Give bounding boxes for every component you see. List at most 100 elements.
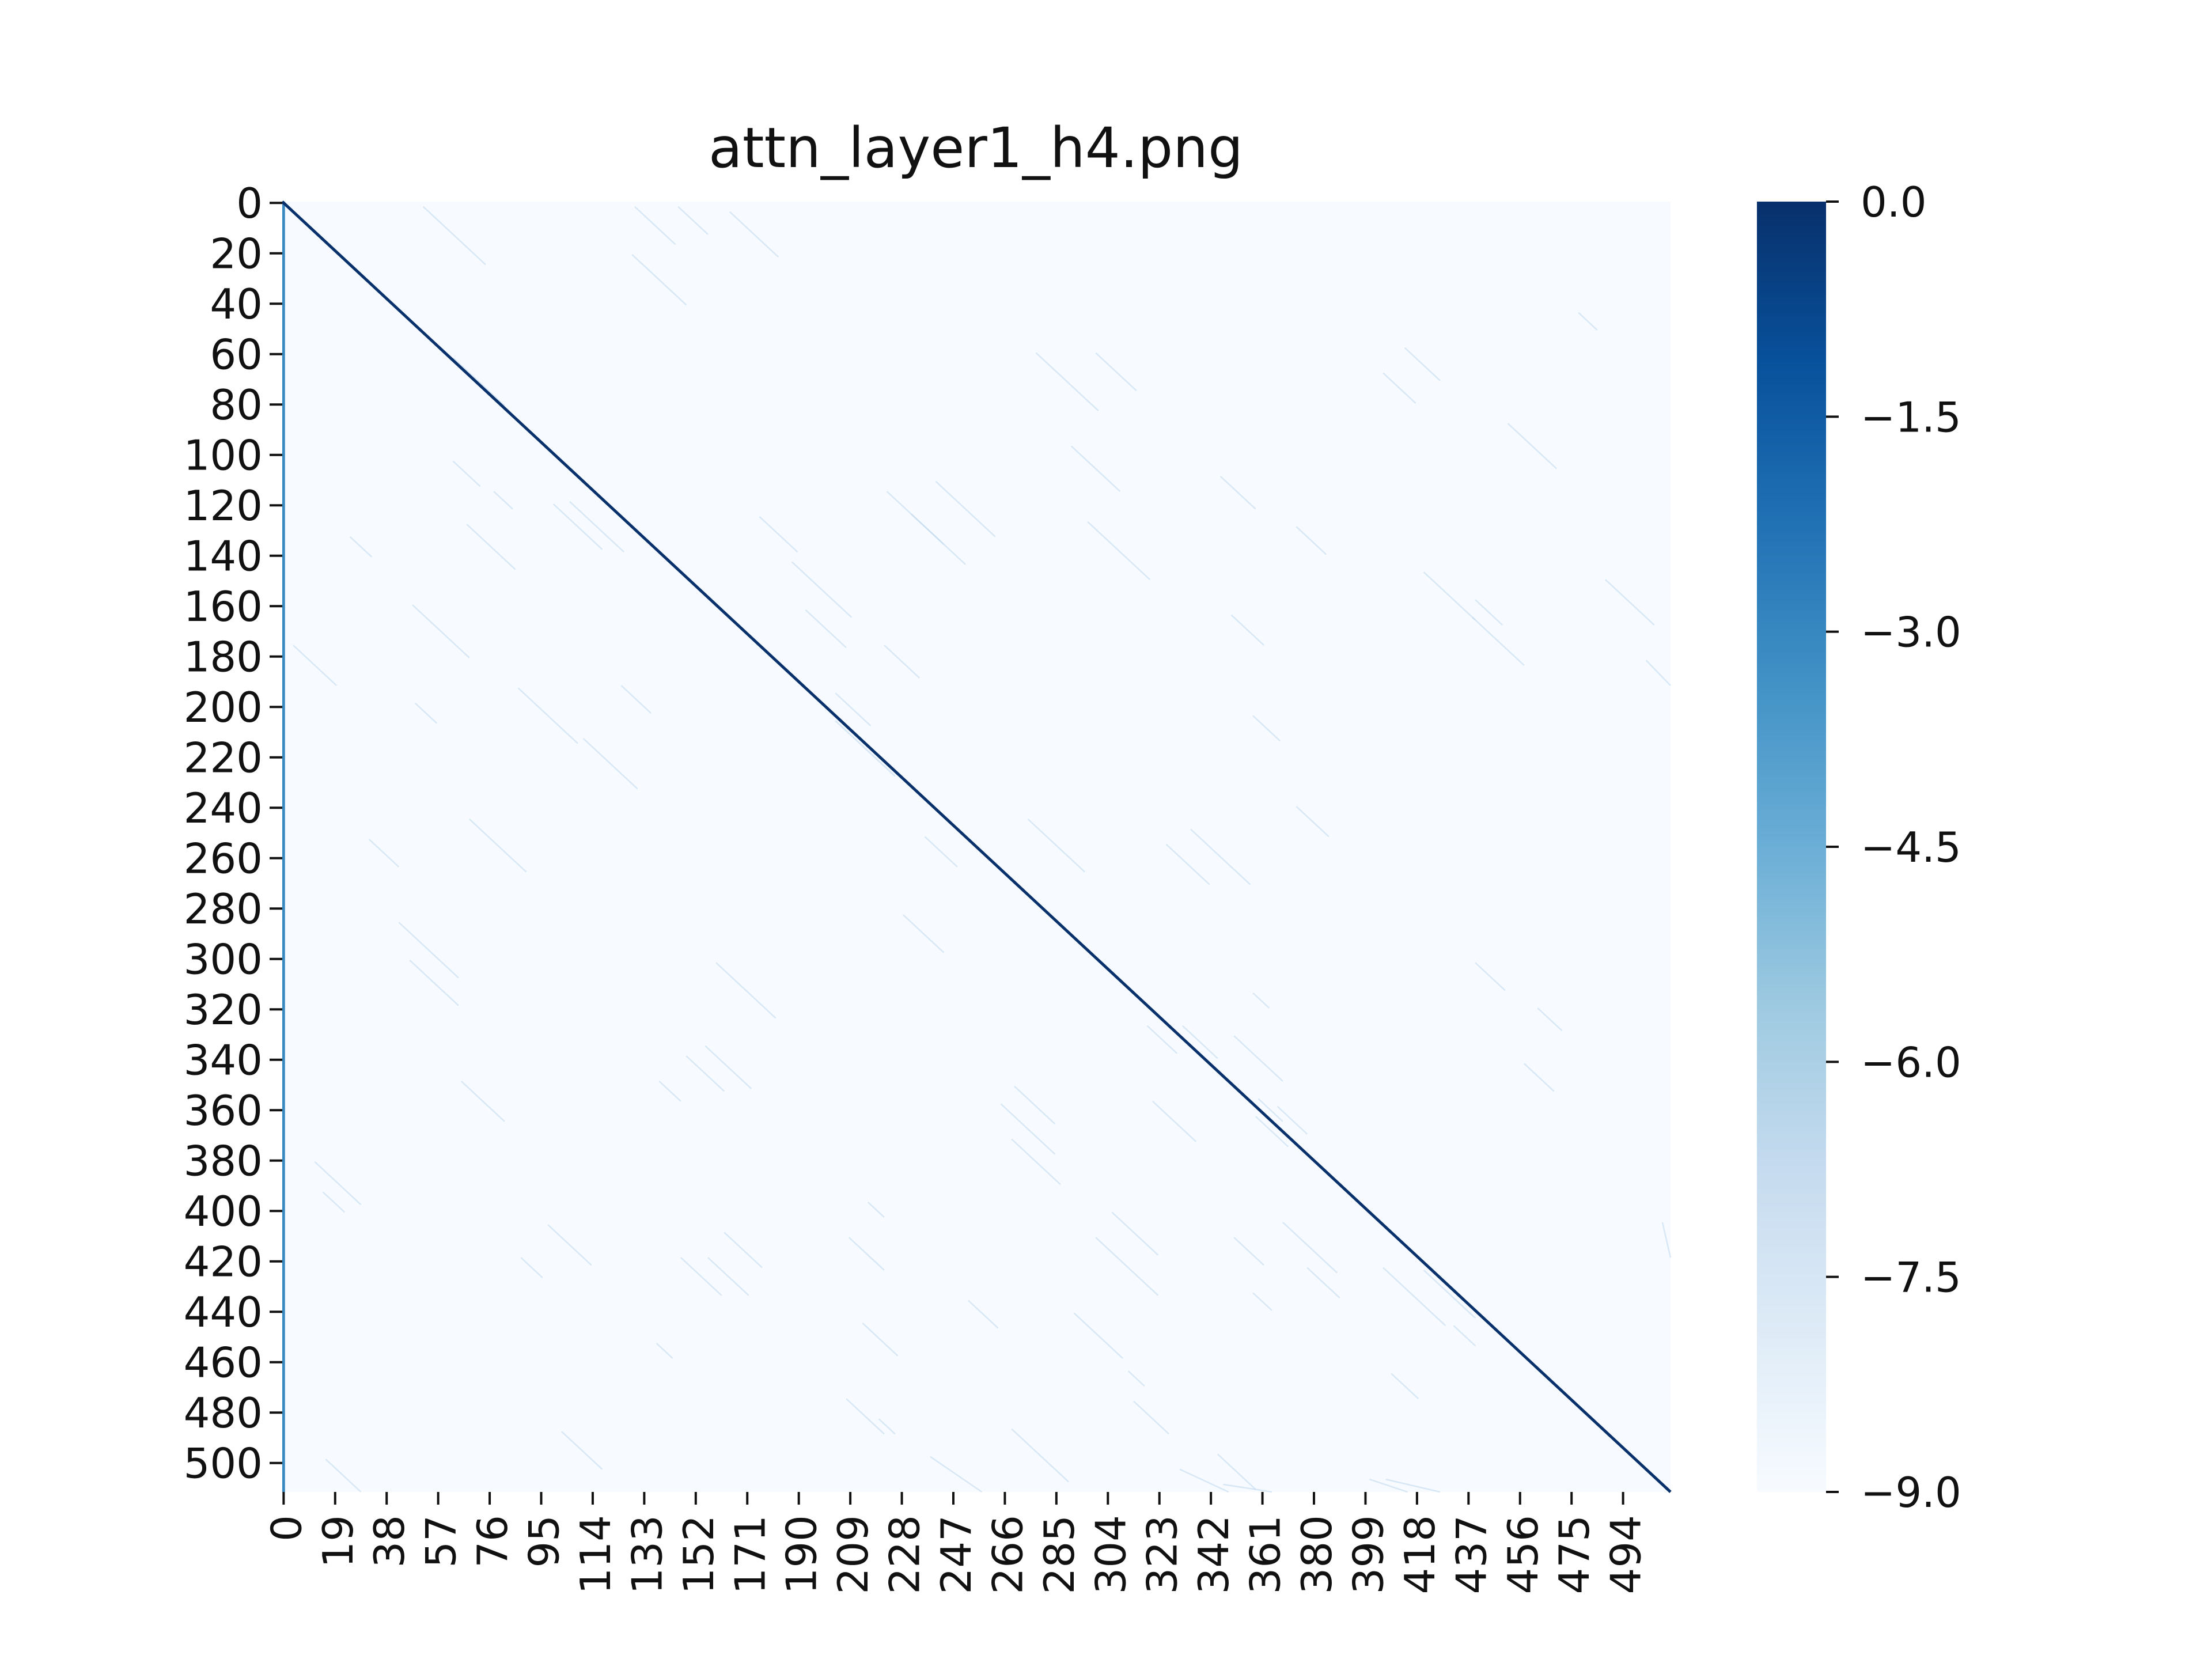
heatmap-streak (552, 503, 603, 550)
heatmap-streak (1475, 599, 1503, 626)
heatmap-streak (930, 1456, 983, 1493)
heatmap-streak (452, 357, 505, 407)
heatmap-streak (1391, 1373, 1419, 1400)
y-tick-label: 420 (184, 1238, 263, 1286)
y-tick-label: 440 (184, 1288, 263, 1336)
heatmap-streak (867, 1201, 885, 1218)
heatmap-streak (322, 1191, 346, 1213)
heatmap-streak (1014, 1085, 1056, 1125)
y-tick-label: 160 (184, 582, 263, 631)
x-tick-label: 114 (571, 1515, 620, 1594)
x-tick-label: 76 (468, 1515, 517, 1568)
heatmap-streak (805, 609, 847, 649)
heatmap-streak (846, 1398, 885, 1435)
heatmap-streak (1537, 1007, 1563, 1032)
heatmap-streak (1472, 616, 1525, 666)
heatmap-streak (1645, 660, 1671, 686)
x-tick-label: 494 (1602, 1515, 1650, 1594)
heatmap-streak (1230, 614, 1264, 646)
heatmap-streak (1073, 1312, 1124, 1359)
heatmap-streak (1661, 1222, 1672, 1258)
heatmap-streak (460, 1080, 505, 1122)
heatmap-streak (1296, 526, 1327, 555)
y-tick-label: 0 (236, 179, 263, 228)
x-tick-label: 342 (1190, 1515, 1238, 1594)
heatmap-streak (468, 818, 527, 873)
heatmap-streak (452, 460, 481, 487)
heatmap-streak (677, 206, 709, 235)
colorbar-gradient (1757, 202, 1826, 1492)
heatmap-diagonal (281, 200, 1672, 1493)
x-tick-label: 418 (1396, 1515, 1444, 1594)
y-tick-label: 20 (210, 230, 263, 278)
x-tick-label: 57 (417, 1515, 465, 1568)
heatmap-streak (1296, 806, 1330, 838)
heatmap-streak (1127, 1370, 1145, 1387)
colorbar: 0.0 −1.5 −3.0 −4.5 −6.0 −7.5 −9.0 (1757, 178, 1961, 1517)
x-tick-label: 0 (262, 1515, 310, 1541)
heatmap-streak (634, 206, 676, 245)
heatmap-streak (1252, 1292, 1272, 1311)
x-tick-label: 190 (778, 1515, 826, 1594)
heatmap-streak (1027, 818, 1086, 873)
x-tick-label: 399 (1344, 1515, 1392, 1594)
x-tick-label: 19 (314, 1515, 362, 1568)
heatmap-streak (1087, 521, 1151, 581)
heatmap-streak (560, 1431, 603, 1470)
colorbar-tick-label: −4.5 (1861, 823, 1961, 872)
heatmap-streak (1252, 715, 1281, 742)
y-tick-label: 120 (184, 482, 263, 530)
heatmap-streak (658, 1080, 681, 1102)
x-tick-label: 456 (1499, 1515, 1547, 1594)
x-tick-label: 228 (881, 1515, 929, 1594)
heatmap-streak (924, 836, 958, 868)
heatmap-streak (517, 687, 578, 744)
y-tick-label: 380 (184, 1137, 263, 1185)
y-tick-label: 360 (184, 1086, 263, 1135)
heatmap-streak (422, 206, 486, 266)
heatmap-first-column (282, 202, 285, 1492)
heatmap-streak (1095, 1237, 1159, 1296)
heatmap-streak (1233, 1237, 1264, 1266)
heatmap-streak (1282, 1221, 1338, 1274)
y-tick-label: 500 (184, 1440, 263, 1488)
y-tick-label: 80 (210, 381, 263, 429)
x-tick-label: 209 (829, 1515, 877, 1594)
heatmap-streak (547, 1224, 592, 1266)
x-tick-label: 380 (1293, 1515, 1341, 1594)
y-tick-label: 460 (184, 1339, 263, 1387)
heatmap-streaks (292, 206, 1672, 1493)
heatmap-streak (1219, 475, 1256, 510)
colorbar-tick-label: 0.0 (1861, 178, 1927, 226)
heatmap-streak (1306, 1267, 1340, 1299)
x-tick-label: 133 (623, 1515, 671, 1594)
y-tick-label: 480 (184, 1389, 263, 1437)
heatmap-streak (1011, 1428, 1069, 1483)
heatmap-streak (1523, 1063, 1555, 1092)
x-tick-label: 247 (932, 1515, 980, 1594)
heatmap-streak (620, 685, 652, 714)
heatmap-streak (1385, 1478, 1441, 1493)
heatmap-streak (1507, 423, 1558, 469)
heatmap-streak (292, 645, 337, 686)
colorbar-ticks: 0.0 −1.5 −3.0 −4.5 −6.0 −7.5 −9.0 (1826, 178, 1961, 1517)
x-tick-label: 437 (1447, 1515, 1495, 1594)
y-tick-label: 140 (184, 532, 263, 581)
y-tick-label: 260 (184, 835, 263, 883)
heatmap-streak (1165, 843, 1210, 885)
x-tick-label: 152 (675, 1515, 723, 1594)
y-tick-label: 220 (184, 734, 263, 782)
heatmap-streak (704, 1045, 752, 1089)
heatmap-streak (1255, 1116, 1289, 1147)
heatmap-streak (409, 959, 459, 1006)
heatmap-streak (724, 1232, 763, 1268)
x-tick-label: 38 (365, 1515, 414, 1568)
x-tick-label: 475 (1550, 1515, 1599, 1594)
heatmap-streak (1179, 1468, 1229, 1493)
heatmap-streak (398, 922, 459, 979)
heatmap-streak (791, 561, 853, 618)
heatmap-streak (1070, 445, 1121, 493)
y-tick-label: 100 (184, 431, 263, 480)
heatmap-streak (1423, 571, 1476, 621)
heatmap-streak (862, 1322, 899, 1357)
